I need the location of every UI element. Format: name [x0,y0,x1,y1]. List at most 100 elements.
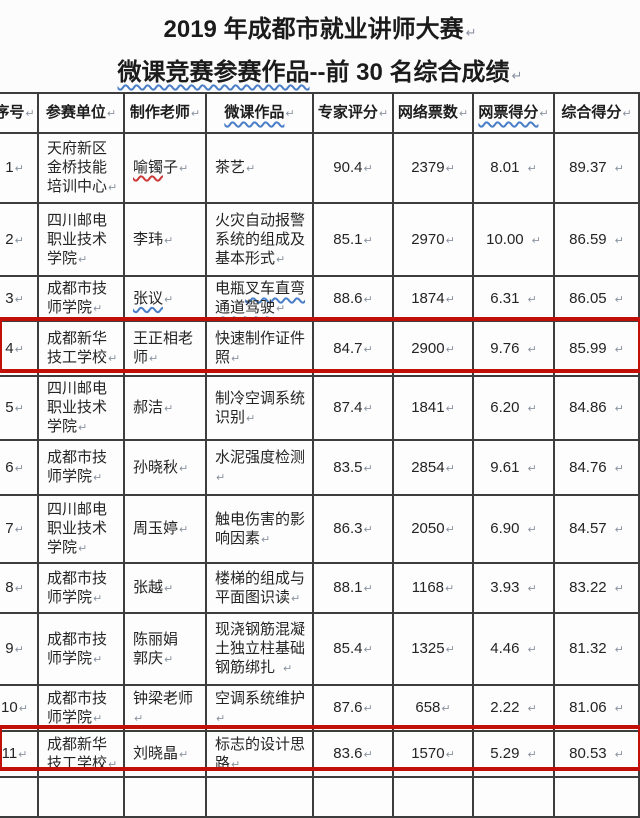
cell-total-score: 85.99 ↵ [553,320,640,377]
cell-no: 10↵ [0,684,39,732]
paragraph-mark-icon: ↵ [363,523,373,536]
paragraph-mark-icon: ↵ [261,532,271,546]
paragraph-mark-icon: ↵ [614,342,624,356]
paragraph-mark-icon: ↵ [93,471,103,484]
paragraph-mark-icon: ↵ [106,107,117,120]
cell-no: 7↵ [0,494,39,564]
header-expert-score: 专家评分↵ [312,92,394,134]
paragraph-mark-icon: ↵ [527,461,537,475]
paragraph-mark-icon: ↵ [441,702,451,715]
paragraph-mark-icon: ↵ [622,107,632,120]
paragraph-mark-icon: ↵ [78,421,88,434]
table-row-clipped [0,776,640,818]
paragraph-mark-icon: ↵ [285,107,295,120]
paragraph-mark-icon: ↵ [363,643,373,656]
cell-vote-score: 2.22 ↵ [472,684,555,732]
cell-expert-score: 88.1↵ [312,562,394,614]
cell-vote-score: 3.93 ↵ [472,562,555,614]
cell-expert-score: 84.7↵ [312,320,394,377]
paragraph-mark-icon: ↵ [363,461,373,475]
cell-votes: 2854↵ [392,439,474,496]
cell-teacher: 李玮↵ [123,202,207,277]
cell-votes: 1874↵ [392,275,474,322]
cell-no: 6↵ [0,439,39,496]
paragraph-mark-icon: ↵ [363,582,373,595]
cell-votes: 1168↵ [392,562,474,614]
paragraph-mark-icon: ↵ [527,748,537,761]
paragraph-mark-icon: ↵ [363,233,373,247]
table-row: 8↵ 成都市技师学院↵ 张越↵ 楼梯的组成与平面图识读↵ 88.1↵ 1168↵… [0,562,640,614]
cell-work: 现浇钢筋混凝土独立柱基础钢筋绑扎 ↵ [205,612,314,686]
cell-no: 11↵ [0,730,39,778]
cell-total-score: 81.32 ↵ [553,612,640,686]
paragraph-mark-icon: ↵ [531,233,541,247]
cell-work: 标志的设计思路↵ [205,730,314,778]
paragraph-mark-icon: ↵ [216,471,226,484]
paragraph-mark-icon: ↵ [14,342,24,356]
table-header-row: 序号↵ 参赛单位↵ 制作老师↵ 微课作品↵ 专家评分↵ 网络票数↵ 网票得分↵ … [0,92,640,134]
paragraph-mark-icon: ↵ [445,643,455,656]
cell-no: 9↵ [0,612,39,686]
cell-vote-score: 9.76 ↵ [472,320,555,377]
cell-no: 1↵ [0,132,39,204]
paragraph-mark-icon: ↵ [246,411,256,425]
cell-teacher: 王正相老师↵ [123,320,207,377]
cell-expert-score: 88.6↵ [312,275,394,322]
cell-unit: 成都新华技工学校↵ [37,730,125,778]
cell-unit: 成都新华技工学校↵ [37,320,125,377]
header-vote-score: 网票得分↵ [472,92,555,134]
paragraph-mark-icon: ↵ [465,26,477,41]
table-row: 1↵ 天府新区金桥技能培训中心↵ 喻镯子↵ 茶艺↵ 90.4↵ 2379↵ 8.… [0,132,640,204]
header-no: 序号↵ [0,92,39,134]
cell-teacher: 周玉婷↵ [123,494,207,564]
paragraph-mark-icon: ↵ [164,292,174,306]
paragraph-mark-icon: ↵ [14,523,24,536]
paragraph-mark-icon: ↵ [445,162,455,175]
paragraph-mark-icon: ↵ [164,402,174,415]
cell-vote-score: 9.61 ↵ [472,439,555,496]
cell-vote-score: 6.20 ↵ [472,375,555,441]
paragraph-mark-icon: ↵ [445,748,455,761]
paragraph-mark-icon: ↵ [363,342,373,356]
cell-unit: 四川邮电职业技术学院↵ [37,202,125,277]
paragraph-mark-icon: ↵ [179,461,189,475]
paragraph-mark-icon: ↵ [458,107,469,120]
cell-unit: 成都市技师学院↵ [37,275,125,322]
paragraph-mark-icon: ↵ [14,292,24,306]
paragraph-mark-icon: ↵ [527,643,537,656]
paragraph-mark-icon: ↵ [134,711,144,725]
paragraph-mark-icon: ↵ [164,652,174,666]
page-subtitle: 微课竞赛参赛作品--前 30 名综合成绩 ↵ [0,52,640,87]
cell-expert-score: 83.5↵ [312,439,394,496]
cell-vote-score: 10.00 ↵ [472,202,555,277]
cell-votes: 1570↵ [392,730,474,778]
cell-work: 空调系统维护↵ [205,684,314,732]
paragraph-mark-icon: ↵ [93,302,103,315]
paragraph-mark-icon: ↵ [527,342,537,356]
cell-vote-score: 4.46 ↵ [472,612,555,686]
paragraph-mark-icon: ↵ [246,162,256,175]
paragraph-mark-icon: ↵ [445,342,455,356]
cell-teacher: 陈丽娟 郭庆↵ [123,612,207,686]
paragraph-mark-icon: ↵ [539,107,549,120]
document-page: { "title": "2019 年成都市就业讲师大赛", "subtitle"… [0,16,640,818]
paragraph-mark-icon: ↵ [614,748,624,761]
paragraph-mark-icon: ↵ [363,162,373,175]
table-row: 2↵ 四川邮电职业技术学院↵ 李玮↵ 火灾自动报警系统的组成及基本形式↵ 85.… [0,202,640,277]
paragraph-mark-icon: ↵ [363,402,373,415]
paragraph-mark-icon: ↵ [18,702,28,715]
page-subtitle-wavy-text: 微课竞赛参赛作品 [117,59,310,86]
cell-expert-score: 83.6↵ [312,730,394,778]
paragraph-mark-icon: ↵ [527,402,537,415]
paragraph-mark-icon: ↵ [276,252,286,266]
cell-unit: 四川邮电职业技术学院↵ [37,375,125,441]
paragraph-mark-icon: ↵ [614,233,624,247]
paragraph-mark-icon: ↵ [164,582,174,595]
cell-work: 火灾自动报警系统的组成及基本形式↵ [205,202,314,277]
cell-work: 触电伤害的影响因素↵ [205,494,314,564]
cell-total-score: 86.05 ↵ [553,275,640,322]
paragraph-mark-icon: ↵ [445,292,455,306]
paragraph-mark-icon: ↵ [14,233,24,247]
paragraph-mark-icon: ↵ [179,748,189,761]
cell-expert-score: 85.4↵ [312,612,394,686]
